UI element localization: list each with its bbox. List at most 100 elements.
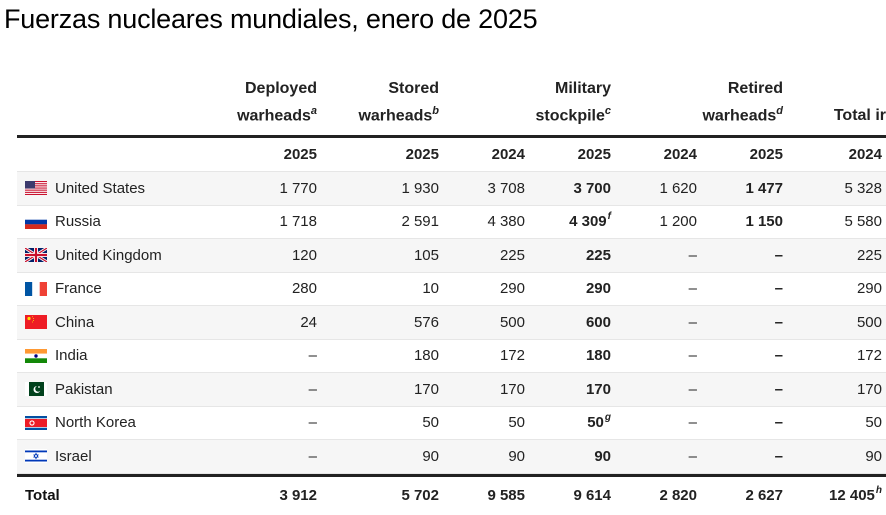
value-cell: 4 380: [487, 213, 525, 231]
value-cell: –: [774, 414, 783, 432]
value-cell: 225: [856, 246, 882, 264]
value-cell: 225: [585, 246, 611, 264]
value-cell: 50: [508, 414, 525, 432]
value-cell: 280: [291, 280, 317, 298]
value-cell: –: [308, 380, 317, 398]
year-header-row: 2025 2025 2024 2025 2024 2025 2024: [17, 138, 886, 172]
value-cell: 50: [422, 414, 439, 432]
header-retired-warheads: Retired warheadsd: [702, 79, 783, 124]
value-cell: –: [774, 280, 783, 298]
year-label: 2025: [749, 146, 783, 163]
total-row: Total 3 912 5 702 9 585 9 614 2 820 2 62…: [17, 473, 886, 515]
france-flag-icon: [25, 281, 47, 296]
table-row: Pakistan – 170 170 170 – – 170: [17, 373, 886, 407]
header-rule: [17, 135, 886, 138]
india-flag-icon: [25, 348, 47, 363]
value-cell: –: [308, 414, 317, 432]
total-value: 3 912: [279, 487, 317, 504]
value-cell: –: [774, 380, 783, 398]
country-name: Israel: [55, 447, 92, 465]
value-cell: 290: [585, 280, 611, 298]
value-cell: –: [688, 280, 697, 298]
year-label: 2025: [577, 146, 611, 163]
year-label: 2025: [405, 146, 439, 163]
value-cell: 172: [499, 347, 525, 365]
page-title: Fuerzas nucleares mundiales, enero de 20…: [4, 4, 538, 34]
country-cell: Israel: [25, 440, 92, 473]
value-cell: –: [688, 380, 697, 398]
value-cell: –: [774, 447, 783, 465]
value-cell: –: [774, 313, 783, 331]
pakistan-flag-icon: [25, 382, 47, 397]
value-cell: –: [774, 347, 783, 365]
table-row: Israel – 90 90 90 – – 90: [17, 440, 886, 474]
value-cell: 290: [499, 280, 525, 298]
value-cell: 180: [585, 347, 611, 365]
footnote-marker: g: [604, 412, 611, 424]
country-name: China: [55, 313, 95, 331]
country-name: North Korea: [55, 414, 136, 432]
value-cell: 180: [413, 347, 439, 365]
value-cell: 50: [865, 414, 882, 432]
value-cell: 1 477: [745, 179, 783, 197]
country-cell: United Kingdom: [25, 239, 162, 272]
value-cell: 576: [413, 313, 439, 331]
value-cell: –: [688, 414, 697, 432]
header-military-stockpile: Military stockpilec: [535, 79, 611, 124]
value-cell: 1 770: [279, 179, 317, 197]
column-group-headers: Deployed warheadsa Stored warheadsb Mili…: [17, 78, 886, 135]
value-cell: 4 309 f: [569, 211, 611, 231]
value-cell: 172: [856, 347, 882, 365]
country-name: Pakistan: [55, 380, 113, 398]
value-cell: 105: [413, 246, 439, 264]
country-cell: Russia: [25, 206, 101, 239]
value-cell: 290: [856, 280, 882, 298]
uk-flag-icon: [25, 248, 47, 263]
value-cell: 170: [413, 380, 439, 398]
header-total-inventory: Total ir: [833, 107, 886, 124]
country-cell: China: [25, 306, 94, 339]
table-row: France 280 10 290 290 – – 290: [17, 273, 886, 306]
value-cell: 600: [585, 313, 611, 331]
year-label: 2024: [848, 146, 882, 163]
footnote-marker: f: [607, 211, 611, 223]
total-value: 2 820: [659, 487, 697, 504]
value-cell: 3 708: [487, 179, 525, 197]
country-cell: India: [25, 340, 88, 373]
total-value: 9 614: [573, 487, 611, 504]
value-cell: –: [688, 313, 697, 331]
china-flag-icon: [25, 315, 47, 330]
value-cell: –: [308, 447, 317, 465]
total-value: 9 585: [487, 487, 525, 504]
value-cell: 1 150: [745, 213, 783, 231]
total-label: Total: [25, 487, 60, 504]
value-cell: 90: [422, 447, 439, 465]
country-name: India: [55, 347, 88, 365]
table-row: United Kingdom 120 105 225 225 – – 225: [17, 239, 886, 273]
value-cell: 50 g: [587, 412, 611, 432]
value-cell: 170: [499, 380, 525, 398]
country-name: United Kingdom: [55, 246, 162, 264]
total-value: 12 405 h: [829, 485, 882, 504]
table-row: United States 1 770 1 930 3 708 3 700 1 620 1 …: [17, 172, 886, 206]
table-row: China 24 576 500 600 – – 500: [17, 306, 886, 340]
russia-flag-icon: [25, 214, 47, 229]
value-cell: –: [688, 447, 697, 465]
value-cell: 24: [300, 313, 317, 331]
value-cell: 170: [856, 380, 882, 398]
year-label: 2024: [663, 146, 697, 163]
value-cell: 500: [856, 313, 882, 331]
value-cell: –: [688, 347, 697, 365]
value-cell: 170: [585, 380, 611, 398]
country-cell: United States: [25, 172, 145, 205]
value-cell: 120: [291, 246, 317, 264]
total-value: 2 627: [745, 487, 783, 504]
country-cell: Pakistan: [25, 373, 113, 406]
value-cell: 500: [499, 313, 525, 331]
country-cell: North Korea: [25, 407, 136, 440]
value-cell: –: [308, 347, 317, 365]
value-cell: 225: [499, 246, 525, 264]
value-cell: 90: [865, 447, 882, 465]
header-deployed-warheads: Deployed warheadsa: [237, 79, 317, 124]
value-cell: 5 580: [844, 213, 882, 231]
